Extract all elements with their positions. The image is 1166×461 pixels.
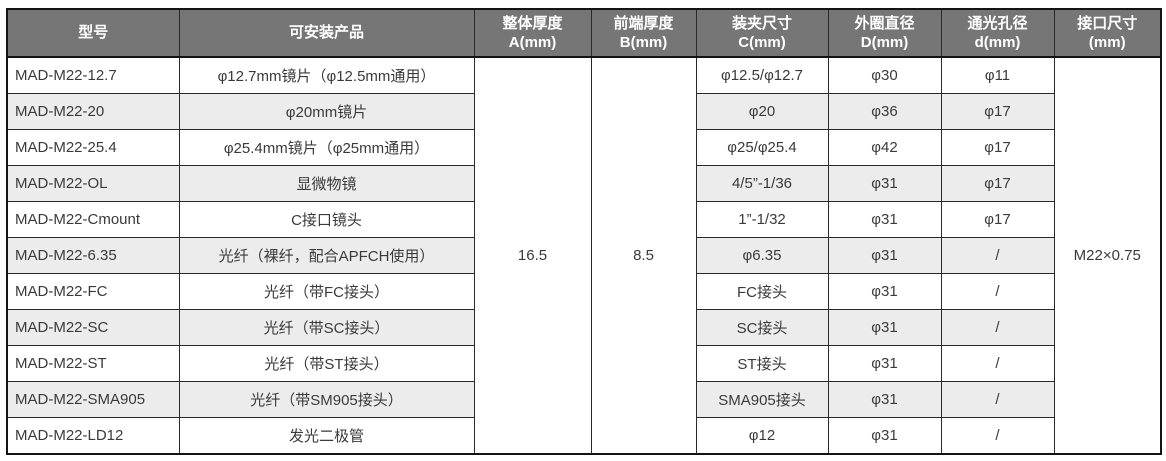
model-cell: MAD-M22-SMA905 xyxy=(6,381,180,418)
model-cell: MAD-M22-Cmount xyxy=(6,201,180,238)
table-row: MAD-M22-LD12 发光二极管 φ12 φ31/ xyxy=(6,417,1161,455)
product-cell: 光纤（带SM905接头） xyxy=(178,381,475,418)
clamp-size-cell: FC接头 xyxy=(695,273,829,310)
outer-diameter-cell: φ31 xyxy=(827,201,942,238)
model-cell: MAD-M22-12.7 xyxy=(6,56,180,94)
model-cell: MAD-M22-ST xyxy=(6,345,180,382)
clamp-size-cell: φ12.5/φ12.7 xyxy=(695,56,829,94)
col-header-overall-thickness: 整体厚度 A(mm) xyxy=(473,8,592,58)
product-cell: φ20mm镜片 xyxy=(178,93,475,130)
model-cell: MAD-M22-25.4 xyxy=(6,129,180,166)
aperture-cell: / xyxy=(940,345,1055,382)
aperture-cell: φ17 xyxy=(940,93,1055,130)
model-cell: MAD-M22-FC xyxy=(6,273,180,310)
table-body: MAD-M22-12.7 φ12.7mm镜片（φ12.5mm通用） 16.5 8.5 φ… xyxy=(6,56,1162,455)
aperture-cell: / xyxy=(940,237,1055,274)
product-cell: 光纤（带ST接头） xyxy=(178,345,475,382)
product-cell: 显微物镜 xyxy=(178,165,475,202)
table-row: MAD-M22-SMA905 光纤（带SM905接头） SMA905接头 φ31/ xyxy=(6,381,1161,418)
table-row: MAD-M22-12.7 φ12.7mm镜片（φ12.5mm通用） 16.5 8.5 φ… xyxy=(6,56,1162,455)
table-row: MAD-M22-FC 光纤（带FC接头） FC接头 φ31/ xyxy=(6,273,1161,310)
clamp-size-cell: φ6.35 xyxy=(695,237,829,274)
table-row: MAD-M22-25.4 φ25.4mm镜片（φ25mm通用） φ25/φ25.4 φ… xyxy=(6,129,1161,166)
table-row: MAD-M22-6.35 光纤（裸纤，配合APFCH使用） φ6.35 φ31/ xyxy=(6,237,1161,274)
model-cell: MAD-M22-OL xyxy=(6,165,180,202)
front-thickness-cell: 8.5 xyxy=(590,56,697,455)
outer-diameter-cell: φ36 xyxy=(827,93,942,130)
model-cell: MAD-M22-20 xyxy=(6,93,180,130)
aperture-cell: / xyxy=(940,309,1055,346)
aperture-cell: / xyxy=(940,273,1055,310)
outer-diameter-cell: φ31 xyxy=(827,273,942,310)
product-cell: 光纤（带SC接头） xyxy=(178,309,475,346)
aperture-cell: φ17 xyxy=(940,201,1055,238)
interface-size-cell: M22×0.75 xyxy=(1053,56,1162,455)
clamp-size-cell: SMA905接头 xyxy=(695,381,829,418)
product-cell: φ25.4mm镜片（φ25mm通用） xyxy=(178,129,475,166)
table-row: MAD-M22-20 φ20mm镜片 φ20 φ36 φ17 xyxy=(6,93,1161,130)
table-row: MAD-M22-OL 显微物镜 4/5”-1/36 φ31 φ17 xyxy=(6,165,1161,202)
model-cell: MAD-M22-SC xyxy=(6,309,180,346)
aperture-cell: / xyxy=(940,381,1055,418)
product-cell: φ12.7mm镜片（φ12.5mm通用） xyxy=(178,56,475,94)
col-header-product: 可安装产品 xyxy=(178,8,475,58)
aperture-cell: / xyxy=(940,417,1055,455)
aperture-cell: φ11 xyxy=(940,56,1055,94)
outer-diameter-cell: φ31 xyxy=(827,345,942,382)
clamp-size-cell: φ25/φ25.4 xyxy=(695,129,829,166)
outer-diameter-cell: φ31 xyxy=(827,309,942,346)
clamp-size-cell: ST接头 xyxy=(695,345,829,382)
product-cell: 光纤（裸纤，配合APFCH使用） xyxy=(178,237,475,274)
outer-diameter-cell: φ31 xyxy=(827,381,942,418)
col-header-front-thickness: 前端厚度 B(mm) xyxy=(590,8,697,58)
product-spec-table: 型号 可安装产品 整体厚度 A(mm) 前端厚度 B(mm) 装夹尺寸 C(mm… xyxy=(6,8,1162,455)
model-cell: MAD-M22-LD12 xyxy=(6,417,180,455)
clamp-size-cell: φ12 xyxy=(695,417,829,455)
product-cell: 发光二极管 xyxy=(178,417,475,455)
clamp-size-cell: 4/5”-1/36 xyxy=(695,165,829,202)
model-cell: MAD-M22-6.35 xyxy=(6,237,180,274)
aperture-cell: φ17 xyxy=(940,129,1055,166)
table-row: MAD-M22-SC 光纤（带SC接头） SC接头 φ31/ xyxy=(6,309,1161,346)
col-header-model: 型号 xyxy=(6,8,180,58)
outer-diameter-cell: φ31 xyxy=(827,237,942,274)
clamp-size-cell: 1”-1/32 xyxy=(695,201,829,238)
product-cell: 光纤（带FC接头） xyxy=(178,273,475,310)
clamp-size-cell: SC接头 xyxy=(695,309,829,346)
table-header: 型号 可安装产品 整体厚度 A(mm) 前端厚度 B(mm) 装夹尺寸 C(mm… xyxy=(6,8,1162,58)
outer-diameter-cell: φ30 xyxy=(827,56,942,94)
product-cell: C接口镜头 xyxy=(178,201,475,238)
aperture-cell: φ17 xyxy=(940,165,1055,202)
outer-diameter-cell: φ31 xyxy=(827,165,942,202)
header-row: 型号 可安装产品 整体厚度 A(mm) 前端厚度 B(mm) 装夹尺寸 C(mm… xyxy=(6,8,1162,58)
col-header-clamp-size: 装夹尺寸 C(mm) xyxy=(695,8,829,58)
table-row: MAD-M22-ST 光纤（带ST接头） ST接头 φ31/ xyxy=(6,345,1161,382)
outer-diameter-cell: φ42 xyxy=(827,129,942,166)
col-header-aperture: 通光孔径 d(mm) xyxy=(940,8,1055,58)
overall-thickness-cell: 16.5 xyxy=(473,56,592,455)
col-header-outer-diameter: 外圈直径 D(mm) xyxy=(827,8,942,58)
col-header-interface-size: 接口尺寸 (mm) xyxy=(1053,8,1162,58)
outer-diameter-cell: φ31 xyxy=(827,417,942,455)
clamp-size-cell: φ20 xyxy=(695,93,829,130)
